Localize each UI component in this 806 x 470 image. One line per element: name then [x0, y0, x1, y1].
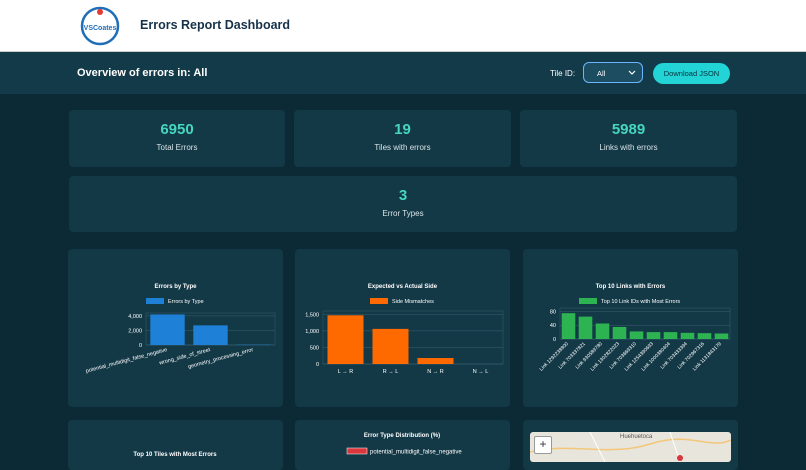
legend-swatch [579, 298, 597, 304]
chart-card: Error Type Distribution (%) potential_mu… [295, 420, 510, 470]
chart-title: Errors by Type [155, 284, 198, 290]
zoom-in-button[interactable]: + [534, 436, 552, 454]
legend-label: Side Mismatches [392, 299, 434, 305]
chart-card: Top 10 Links with Errors Top 10 Link IDs … [523, 249, 738, 407]
header: VSCoates Errors Report Dashboard [0, 0, 806, 52]
chart-title: Top 10 Tiles with Most Errors [133, 452, 217, 458]
legend-label: potential_multidigit_false_negative [370, 450, 462, 456]
chart-title: Expected vs Actual Side [368, 284, 438, 290]
y-tick-label: 80 [550, 309, 556, 315]
chart: Top 10 Links with Errors Top 10 Link IDs … [523, 249, 738, 407]
x-tick-label: Link 1292238800 [539, 341, 571, 373]
y-tick-label: 1,000 [305, 329, 319, 335]
x-tick-label: N → R [427, 369, 444, 375]
stat-card: 19 Tiles with errors [294, 110, 511, 167]
bar [698, 333, 712, 339]
chevron [628, 70, 636, 76]
map-place: Huehuetoca [620, 434, 652, 440]
chart: Top 10 Tiles with Most Errors [68, 420, 283, 470]
x-tick-label: L → R [338, 369, 353, 375]
stat-label: Error Types [69, 209, 737, 218]
chart-card: Expected vs Actual Side Side Mismatches 0 5… [295, 249, 510, 407]
y-tick-label: 0 [316, 362, 319, 368]
y-tick-label: 2,000 [128, 328, 142, 334]
x-tick-label: N → L [473, 369, 489, 375]
chart-card: Errors by Type Errors by Type 0 2,000 4,000 p… [68, 249, 283, 407]
bar [664, 332, 678, 339]
bar [647, 332, 661, 339]
legend-swatch [146, 298, 164, 304]
x-tick-label: R → L [383, 369, 399, 375]
overview-title: Overview of errors in: All [77, 67, 207, 79]
bar [418, 358, 454, 364]
bar [681, 333, 695, 339]
bar [373, 329, 409, 364]
toolbar: Overview of errors in: All Tile ID: All … [0, 52, 806, 94]
stat-card: 3 Error Types [69, 176, 737, 232]
stat-value: 3 [69, 187, 737, 204]
chart-card: Top 10 Tiles with Most Errors [68, 420, 283, 470]
y-tick-label: 40 [550, 323, 556, 329]
stat-label: Links with errors [520, 143, 737, 152]
tile-select-value: All [597, 69, 605, 78]
logo: VSCoates [78, 6, 122, 46]
chart: Error Type Distribution (%) potential_mu… [295, 420, 510, 470]
download-button[interactable]: Download JSON [653, 63, 730, 84]
bar [150, 314, 184, 345]
map: + Huehuetoca [530, 432, 731, 462]
stat-card: 6950 Total Errors [69, 110, 285, 167]
bar [596, 324, 610, 340]
app-title: Errors Report Dashboard [140, 18, 290, 32]
bar [562, 313, 576, 339]
stat-value: 6950 [69, 121, 285, 138]
chart-title: Error Type Distribution (%) [364, 433, 440, 439]
legend-label: Top 10 Link IDs with Most Errors [601, 299, 680, 305]
y-tick-label: 0 [553, 337, 556, 343]
x-tick-label: potential_multidigit_false_negative [85, 347, 168, 375]
bar [328, 315, 364, 364]
legend-label: Errors by Type [168, 299, 204, 305]
bar [630, 331, 644, 339]
y-tick-label: 0 [139, 343, 142, 349]
stat-value: 19 [294, 121, 511, 138]
bar [613, 327, 627, 339]
chart-title: Top 10 Links with Errors [596, 284, 666, 290]
dashboard: {"header": {"logo": "VSCoates", "title":… [0, 0, 806, 457]
tile-select[interactable]: All [583, 62, 643, 83]
chart: Errors by Type Errors by Type 0 2,000 4,000 p… [68, 249, 283, 407]
bar [579, 317, 593, 339]
stat-value: 5989 [520, 121, 737, 138]
stat-card: 5989 Links with errors [520, 110, 737, 167]
legend-swatch [347, 448, 367, 454]
logo-text: VSCoates [84, 25, 117, 32]
tile-label: Tile ID: [550, 69, 575, 78]
y-tick-label: 500 [310, 345, 319, 351]
stat-label: Tiles with errors [294, 143, 511, 152]
stat-label: Total Errors [69, 143, 285, 152]
bar [193, 325, 227, 345]
bar [715, 333, 729, 339]
y-tick-label: 1,500 [305, 312, 319, 318]
legend-swatch [370, 298, 388, 304]
chart: Expected vs Actual Side Side Mismatches 0 5… [295, 249, 510, 407]
y-tick-label: 4,000 [128, 314, 142, 320]
